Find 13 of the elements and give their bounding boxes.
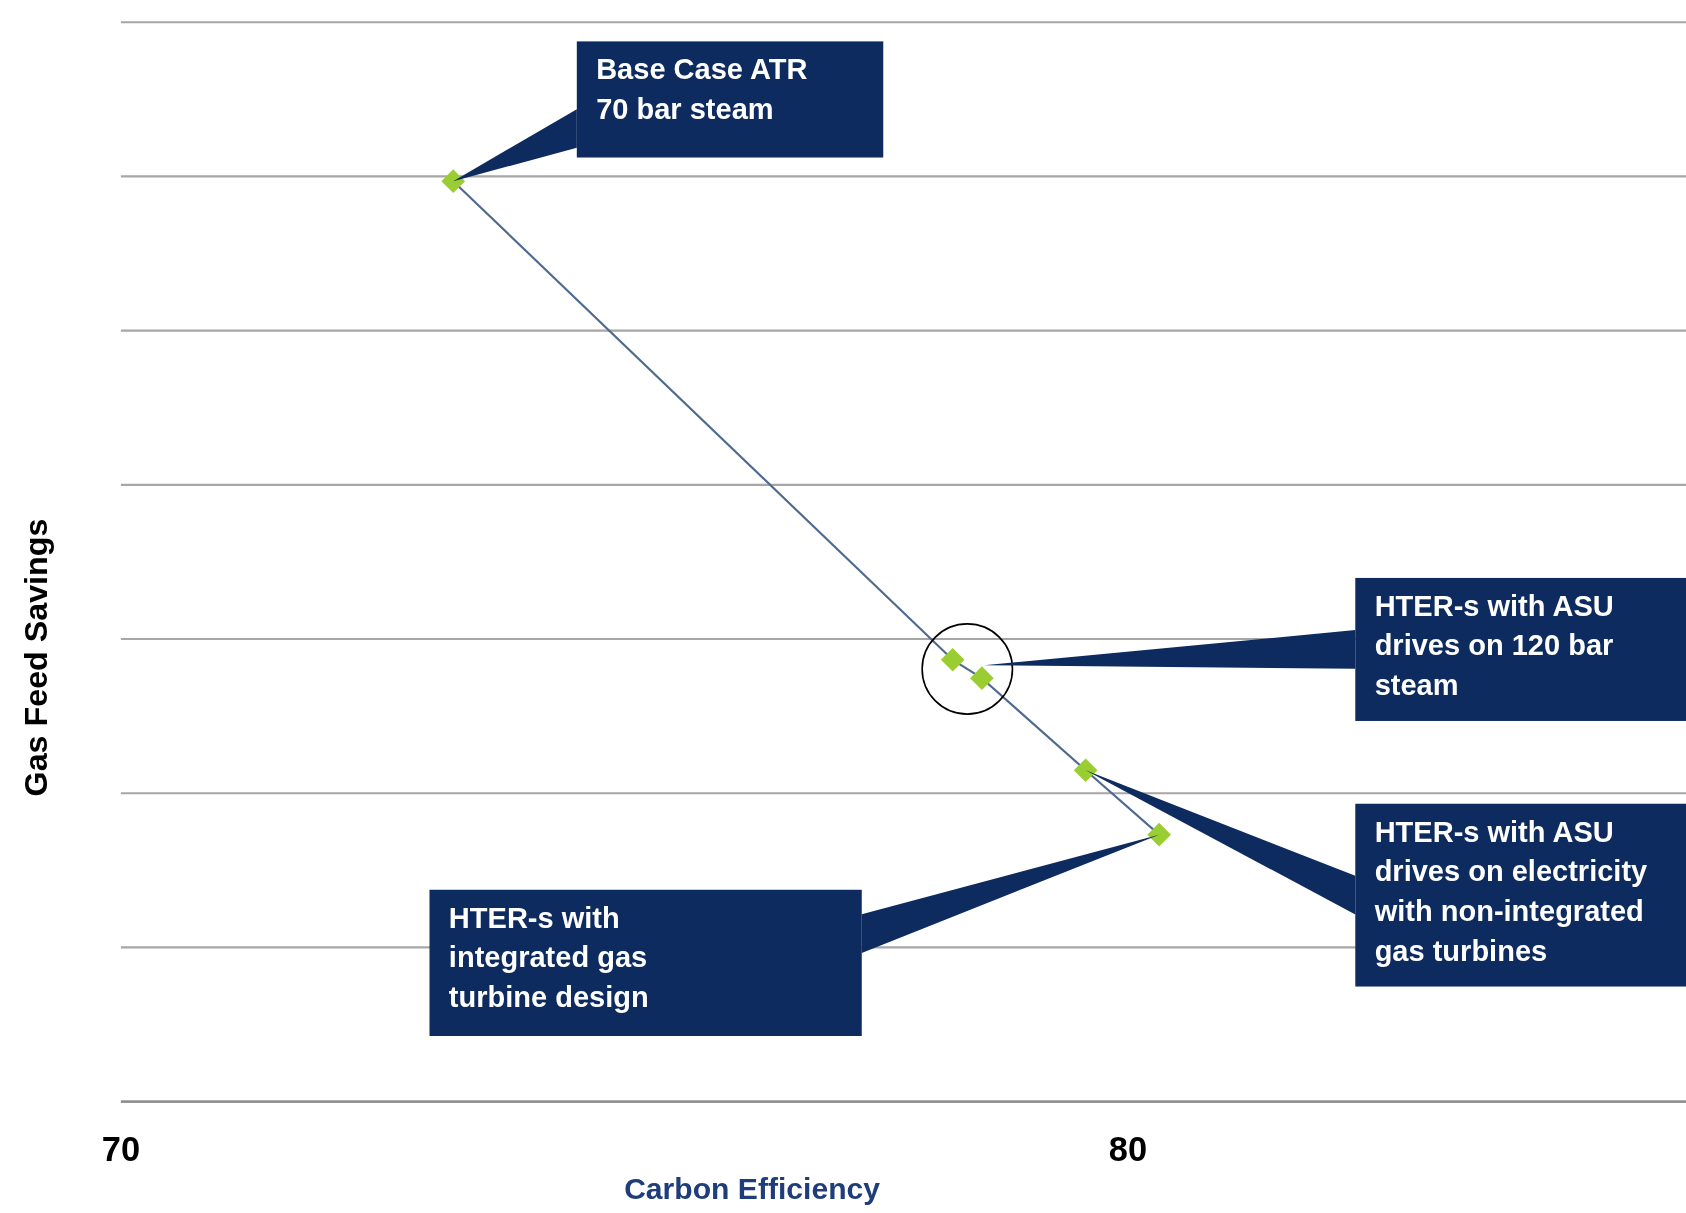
point [1147, 822, 1171, 847]
annotation: HTER-s with integrated gas turbine design [448, 901, 649, 1014]
x-tick-label: 70 [101, 1130, 141, 1169]
x-axis-title: Carbon Efficiency [624, 1171, 881, 1205]
point [1073, 758, 1098, 783]
point [970, 666, 994, 691]
point [441, 169, 466, 193]
annotation: HTER-s with ASU drives on electricity with non-integrated gas turbines [1373, 815, 1648, 967]
point [940, 647, 965, 672]
y-axis-title: Gas Feed Savings [17, 518, 54, 797]
text: Base Case ATR 70 bar steam [596, 53, 808, 125]
x-tick-label: 80 [1108, 1130, 1148, 1169]
annotation: HTER-s with ASU drives on 120 bar steam [1374, 589, 1614, 702]
